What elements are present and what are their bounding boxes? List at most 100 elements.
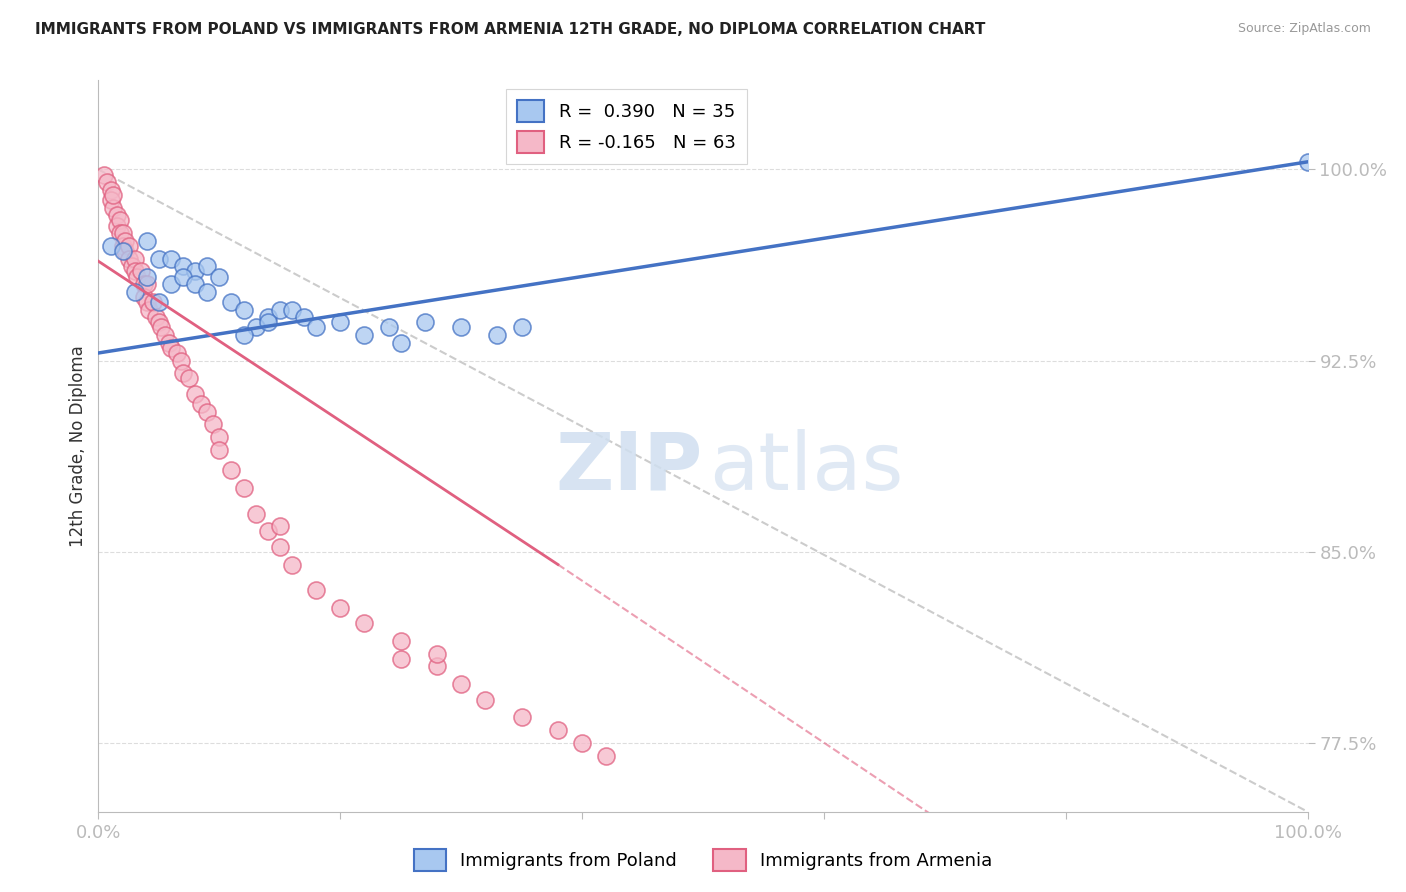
Point <box>108 226 131 240</box>
Point <box>127 269 149 284</box>
Point <box>208 430 231 444</box>
Point <box>208 269 231 284</box>
Point <box>245 507 267 521</box>
Point <box>426 647 449 661</box>
Point <box>190 397 212 411</box>
Point <box>221 463 243 477</box>
Point <box>148 295 170 310</box>
Point <box>150 320 173 334</box>
Point <box>111 226 134 240</box>
Point <box>353 328 375 343</box>
Point <box>148 315 170 329</box>
Point <box>1296 154 1319 169</box>
Point <box>195 404 218 418</box>
Point <box>281 302 304 317</box>
Point <box>148 252 170 266</box>
Point <box>172 269 194 284</box>
Point <box>114 234 136 248</box>
Point <box>413 315 436 329</box>
Point <box>232 328 254 343</box>
Point <box>160 341 183 355</box>
Point <box>269 519 291 533</box>
Point <box>96 175 118 189</box>
Point <box>111 239 134 253</box>
Point <box>292 310 315 325</box>
Point <box>426 659 449 673</box>
Point <box>142 295 165 310</box>
Point <box>221 295 243 310</box>
Point <box>389 652 412 666</box>
Point <box>195 260 218 274</box>
Point <box>172 367 194 381</box>
Point <box>510 710 533 724</box>
Point <box>256 310 278 325</box>
Text: ZIP: ZIP <box>555 429 703 507</box>
Point <box>124 264 146 278</box>
Point <box>118 252 141 266</box>
Point <box>510 320 533 334</box>
Point <box>184 386 207 401</box>
Point <box>450 677 472 691</box>
Point <box>145 310 167 325</box>
Point <box>135 277 157 292</box>
Point <box>134 290 156 304</box>
Text: atlas: atlas <box>709 429 904 507</box>
Point <box>389 335 412 350</box>
Point <box>474 692 496 706</box>
Legend: R =  0.390   N = 35, R = -0.165   N = 63: R = 0.390 N = 35, R = -0.165 N = 63 <box>506 89 747 164</box>
Point <box>138 302 160 317</box>
Point <box>305 582 328 597</box>
Point <box>595 748 617 763</box>
Point <box>202 417 225 432</box>
Point <box>281 558 304 572</box>
Point <box>486 328 509 343</box>
Point <box>135 295 157 310</box>
Point <box>547 723 569 738</box>
Point <box>105 219 128 233</box>
Point <box>121 260 143 274</box>
Point <box>232 481 254 495</box>
Point <box>305 320 328 334</box>
Point <box>329 600 352 615</box>
Point <box>450 320 472 334</box>
Point <box>129 264 152 278</box>
Point <box>166 346 188 360</box>
Point <box>195 285 218 299</box>
Point <box>153 328 176 343</box>
Point <box>118 239 141 253</box>
Point <box>108 213 131 227</box>
Point <box>184 277 207 292</box>
Point <box>124 285 146 299</box>
Point <box>160 252 183 266</box>
Point <box>160 277 183 292</box>
Point <box>389 634 412 648</box>
Point <box>135 234 157 248</box>
Point <box>179 371 201 385</box>
Point <box>100 239 122 253</box>
Point <box>269 302 291 317</box>
Point <box>172 260 194 274</box>
Point <box>111 244 134 258</box>
Legend: Immigrants from Poland, Immigrants from Armenia: Immigrants from Poland, Immigrants from … <box>406 842 1000 879</box>
Point <box>329 315 352 329</box>
Point <box>208 442 231 457</box>
Point <box>105 208 128 222</box>
Point <box>169 353 191 368</box>
Point <box>232 302 254 317</box>
Y-axis label: 12th Grade, No Diploma: 12th Grade, No Diploma <box>69 345 87 547</box>
Point <box>256 315 278 329</box>
Point <box>101 188 124 202</box>
Text: Source: ZipAtlas.com: Source: ZipAtlas.com <box>1237 22 1371 36</box>
Point <box>269 540 291 554</box>
Point <box>135 269 157 284</box>
Point <box>184 264 207 278</box>
Point <box>571 736 593 750</box>
Point <box>100 183 122 197</box>
Point <box>100 193 122 207</box>
Point <box>93 168 115 182</box>
Text: IMMIGRANTS FROM POLAND VS IMMIGRANTS FROM ARMENIA 12TH GRADE, NO DIPLOMA CORRELA: IMMIGRANTS FROM POLAND VS IMMIGRANTS FRO… <box>35 22 986 37</box>
Point <box>157 335 180 350</box>
Point <box>134 277 156 292</box>
Point <box>245 320 267 334</box>
Point <box>124 252 146 266</box>
